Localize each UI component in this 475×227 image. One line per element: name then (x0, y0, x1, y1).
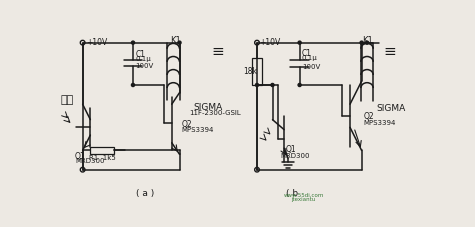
Text: K1: K1 (170, 37, 181, 45)
Text: 驱动: 驱动 (61, 95, 74, 105)
Text: +10V: +10V (86, 38, 107, 47)
Circle shape (365, 41, 369, 44)
Bar (90, 147, 114, 154)
Text: C1: C1 (135, 50, 145, 59)
Text: 11F-2300-GSIL: 11F-2300-GSIL (190, 110, 241, 116)
Text: MRD300: MRD300 (75, 158, 104, 164)
Circle shape (132, 41, 134, 44)
Text: Q1: Q1 (75, 152, 86, 161)
Text: +10V: +10V (259, 38, 281, 47)
Text: MRD300: MRD300 (280, 153, 310, 159)
Text: MPS3394: MPS3394 (182, 127, 214, 133)
Text: 100V: 100V (302, 64, 320, 70)
Text: www.55di.com: www.55di.com (283, 193, 323, 198)
Bar (252, 58, 262, 85)
Text: Q1: Q1 (285, 145, 296, 154)
Text: MPS3394: MPS3394 (363, 120, 396, 126)
Text: K1: K1 (361, 37, 372, 45)
Text: 0.1μ: 0.1μ (135, 57, 151, 62)
Circle shape (178, 41, 181, 44)
Circle shape (271, 84, 274, 86)
Text: jtexiantu: jtexiantu (291, 197, 315, 202)
Text: ( a ): ( a ) (135, 189, 154, 198)
Circle shape (256, 84, 258, 86)
Text: ≡: ≡ (383, 44, 396, 59)
Text: C1: C1 (302, 49, 312, 58)
Text: ≡: ≡ (211, 44, 224, 59)
Circle shape (132, 84, 134, 86)
Text: Q2: Q2 (363, 112, 374, 121)
Text: ( b: ( b (286, 189, 298, 198)
Circle shape (360, 41, 363, 44)
Text: R1  1k5: R1 1k5 (89, 155, 115, 161)
Text: SIGMA: SIGMA (376, 104, 406, 113)
Text: 0.1μ: 0.1μ (302, 55, 318, 61)
Circle shape (298, 41, 301, 44)
Text: Q2: Q2 (182, 120, 192, 129)
Text: SIGMA: SIGMA (193, 103, 223, 112)
Circle shape (298, 84, 301, 86)
Text: 18k: 18k (243, 67, 257, 76)
Text: 100V: 100V (135, 63, 153, 69)
